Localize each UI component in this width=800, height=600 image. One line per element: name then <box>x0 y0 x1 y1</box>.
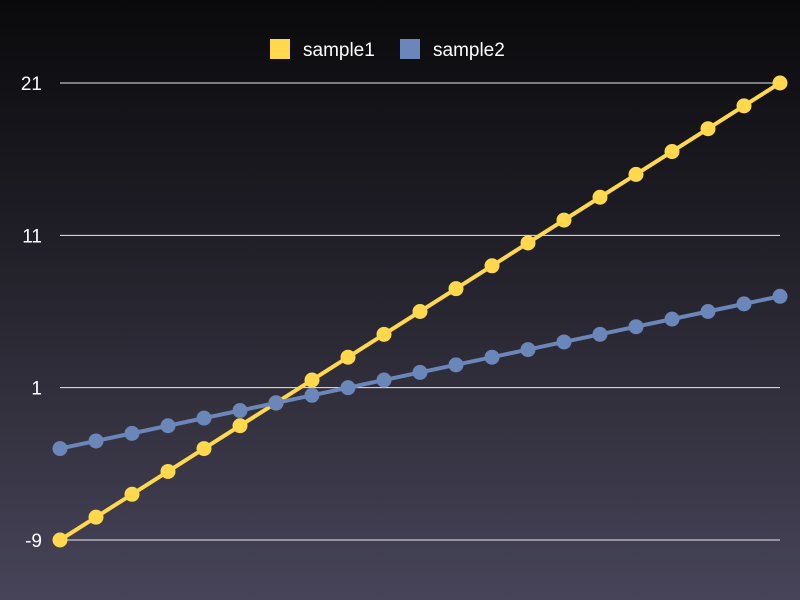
data-point <box>232 418 248 434</box>
data-point <box>340 349 356 365</box>
data-point <box>376 326 392 342</box>
data-point <box>124 486 140 502</box>
legend-label: sample1 <box>303 40 375 61</box>
data-point <box>124 425 140 441</box>
y-tick-label: 21 <box>21 74 42 95</box>
data-point <box>412 364 428 380</box>
data-point <box>700 121 716 137</box>
data-point <box>772 75 788 91</box>
data-point <box>160 463 176 479</box>
data-point <box>52 532 68 548</box>
data-point <box>628 319 644 335</box>
series <box>52 75 788 548</box>
data-point <box>592 189 608 205</box>
data-point <box>160 418 176 434</box>
grid <box>60 82 780 541</box>
data-point <box>52 441 68 457</box>
data-point <box>556 334 572 350</box>
data-point <box>592 326 608 342</box>
data-point <box>700 304 716 319</box>
legend-label: sample2 <box>433 40 505 61</box>
series-sample1 <box>52 75 788 548</box>
data-point <box>736 98 752 114</box>
data-point <box>376 372 392 388</box>
data-point <box>556 212 572 228</box>
data-point <box>196 441 212 457</box>
data-point <box>628 166 644 182</box>
y-tick-label: 1 <box>31 379 42 400</box>
data-point <box>232 403 248 419</box>
data-point <box>664 311 680 327</box>
y-tick-label: 11 <box>22 226 42 247</box>
data-point <box>448 357 464 373</box>
data-point <box>664 144 680 160</box>
data-point <box>88 509 104 525</box>
data-point <box>772 288 788 304</box>
data-point <box>304 387 320 403</box>
legend-swatch <box>400 39 420 59</box>
data-point <box>412 304 428 319</box>
data-point <box>736 296 752 312</box>
data-point <box>340 380 356 396</box>
y-tick-label: -9 <box>25 531 42 552</box>
data-point <box>304 372 320 388</box>
data-point <box>484 258 500 274</box>
series-sample2 <box>52 288 788 457</box>
data-point <box>268 395 284 411</box>
data-point <box>520 235 536 251</box>
legend: sample1 sample2 <box>270 39 505 61</box>
data-point <box>520 342 536 358</box>
data-point <box>88 433 104 449</box>
legend-swatch <box>270 39 290 59</box>
data-point <box>484 349 500 365</box>
data-point <box>448 281 464 297</box>
data-point <box>196 410 212 426</box>
